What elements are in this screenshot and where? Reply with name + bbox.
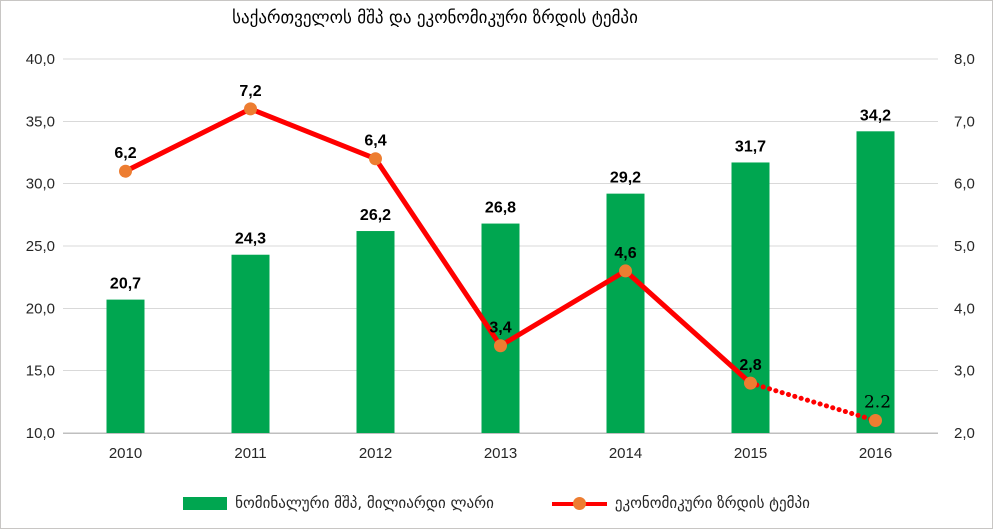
chart-title: საქართველოს მშპ და ეკონომიკური ზრდის ტემ… xyxy=(232,8,638,28)
bar-swatch-icon xyxy=(183,496,228,510)
bar-2010 xyxy=(106,299,145,433)
bar-2015 xyxy=(731,162,770,433)
legend-label-gdp: ნომინალური მშპ, მილიარდი ლარი xyxy=(235,494,494,512)
bar-label: 26,2 xyxy=(360,207,391,224)
bar-label: 29,2 xyxy=(610,170,641,187)
line-marker-2015 xyxy=(744,376,757,390)
bar-2012 xyxy=(356,231,395,433)
y-right-tick-label: 7,0 xyxy=(954,113,975,130)
y-left-tick-label: 35,0 xyxy=(26,113,55,130)
line-label: 6,2 xyxy=(114,145,136,162)
chart-legend: ნომინალური მშპ, მილიარდი ლარი ეკონომიკურ… xyxy=(1,494,992,512)
bar-2014 xyxy=(606,193,645,433)
line-label: 2,8 xyxy=(739,357,761,374)
y-left-tick-label: 40,0 xyxy=(26,51,55,68)
y-right-tick-label: 8,0 xyxy=(954,51,975,68)
y-right-tick-label: 3,0 xyxy=(954,363,975,380)
growth-line-dotted xyxy=(748,380,878,424)
line-label: 6,4 xyxy=(364,133,386,150)
growth-line-solid xyxy=(123,106,753,386)
x-tick-label-2016: 2016 xyxy=(859,445,892,462)
line-label: 2.2 xyxy=(864,393,891,413)
y-right-tick-label: 2,0 xyxy=(954,425,975,442)
y-right-tick-label: 4,0 xyxy=(954,300,975,317)
legend-item-gdp[interactable]: ნომინალური მშპ, მილიარდი ლარი xyxy=(183,494,494,512)
line-marker-2013 xyxy=(494,339,507,353)
y-right-tick-label: 6,0 xyxy=(954,176,975,193)
bar-label: 24,3 xyxy=(235,231,266,248)
x-tick-label-2010: 2010 xyxy=(109,445,142,462)
bar-label: 20,7 xyxy=(110,276,141,293)
x-tick-label-2015: 2015 xyxy=(734,445,767,462)
x-tick-label-2013: 2013 xyxy=(484,445,517,462)
x-tick-label-2011: 2011 xyxy=(234,445,266,462)
x-tick-label-2012: 2012 xyxy=(359,445,392,462)
line-marker-2014 xyxy=(619,264,632,278)
x-tick-label-2014: 2014 xyxy=(609,445,642,462)
y-left-tick-label: 30,0 xyxy=(26,176,55,193)
legend-item-growth[interactable]: ეკონომიკური ზრდის ტემპი xyxy=(551,494,810,512)
y-left-tick-label: 10,0 xyxy=(26,425,55,442)
line-marker-swatch-icon xyxy=(551,496,607,510)
y-right-tick-label: 5,0 xyxy=(954,238,975,255)
y-left-tick-label: 20,0 xyxy=(26,300,55,317)
line-label: 7,2 xyxy=(239,83,261,100)
line-marker-2016 xyxy=(869,414,882,428)
bar-2011 xyxy=(231,254,270,433)
bar-2016 xyxy=(856,131,895,433)
y-left-tick-label: 15,0 xyxy=(26,363,55,380)
legend-label-growth: ეკონომიკური ზრდის ტემპი xyxy=(614,494,810,512)
bar-label: 26,8 xyxy=(485,200,516,217)
line-marker-2011 xyxy=(244,102,257,116)
y-left-tick-label: 25,0 xyxy=(26,238,55,255)
bar-label: 34,2 xyxy=(860,107,891,124)
line-marker-2010 xyxy=(119,164,132,178)
line-label: 4,6 xyxy=(614,245,636,262)
line-label: 3,4 xyxy=(489,320,511,337)
bar-label: 31,7 xyxy=(735,138,766,155)
line-marker-2012 xyxy=(369,152,382,166)
